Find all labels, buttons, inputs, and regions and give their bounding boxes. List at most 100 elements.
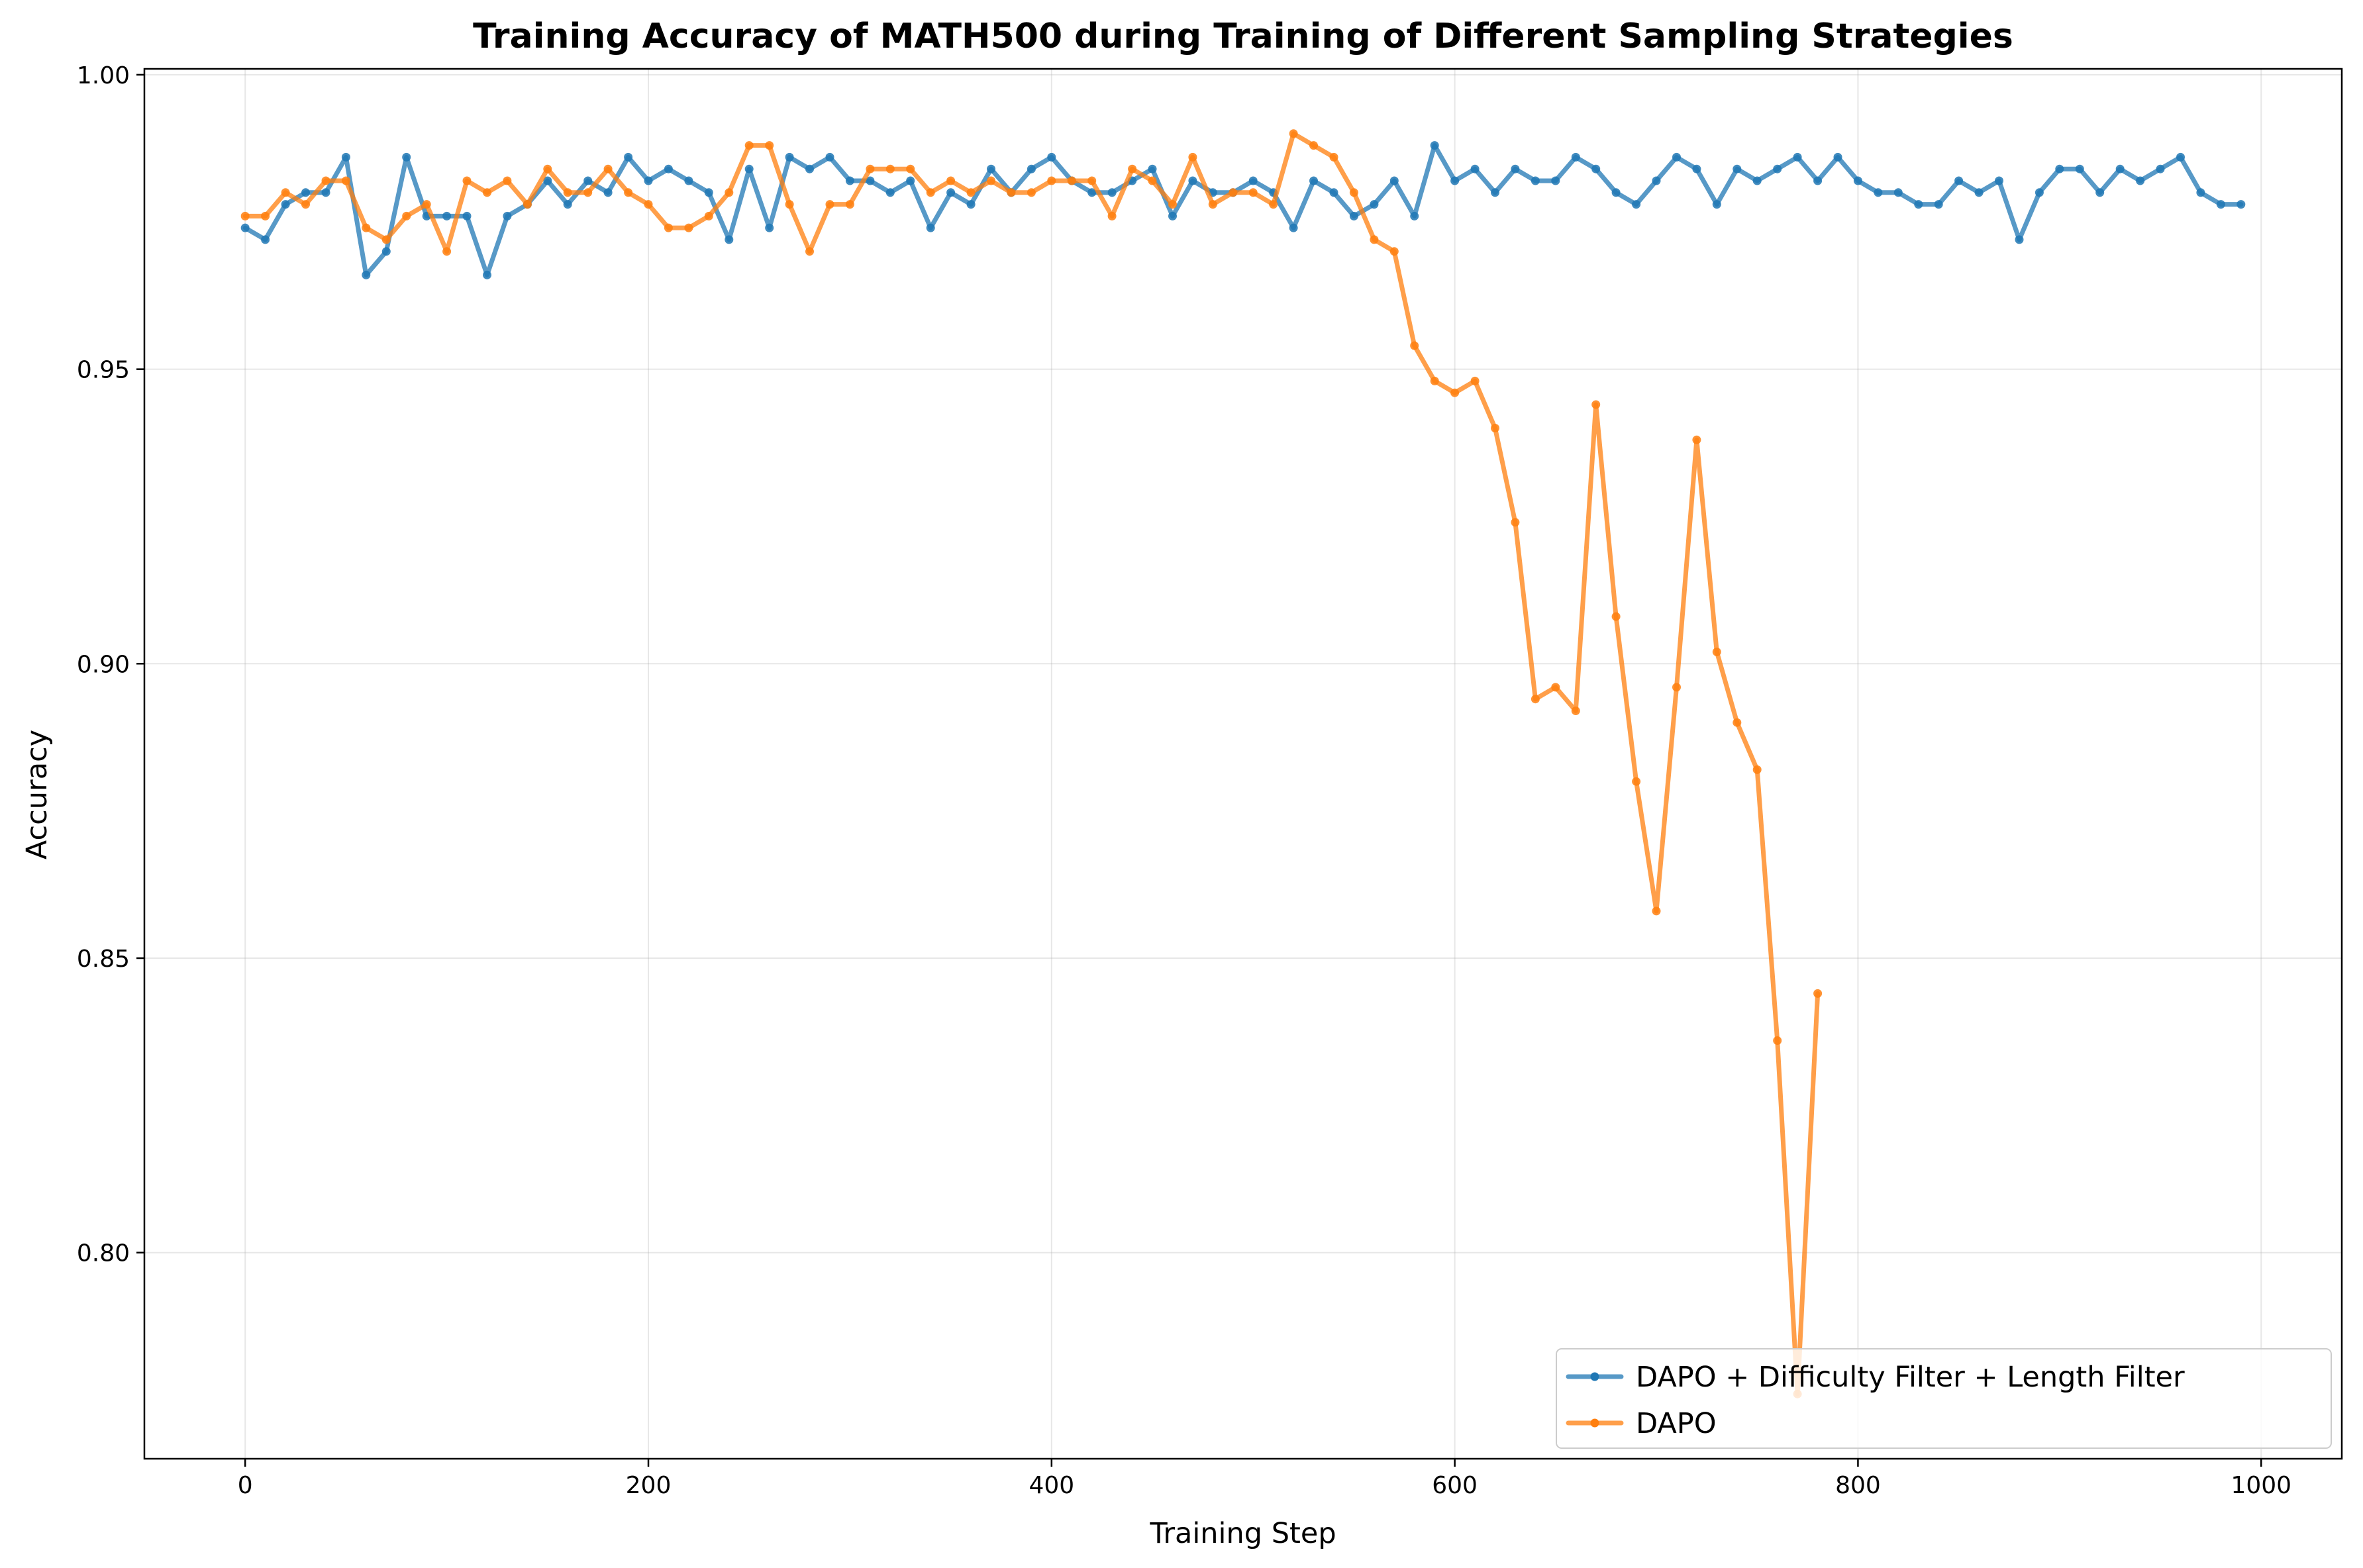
data-point bbox=[805, 247, 814, 256]
data-point bbox=[1148, 164, 1157, 173]
data-point bbox=[885, 164, 895, 173]
data-point bbox=[2095, 188, 2105, 197]
data-point bbox=[2055, 164, 2064, 173]
x-tick-label: 200 bbox=[626, 1472, 672, 1499]
data-point bbox=[1491, 188, 1499, 197]
y-tick-label: 0.80 bbox=[77, 1240, 130, 1267]
data-point bbox=[1087, 176, 1097, 185]
data-point bbox=[362, 270, 371, 279]
data-point bbox=[765, 141, 774, 150]
data-point bbox=[2035, 188, 2044, 197]
data-point bbox=[1370, 235, 1379, 244]
data-point bbox=[281, 188, 290, 197]
data-point bbox=[543, 176, 552, 185]
data-point bbox=[1571, 152, 1580, 162]
data-point bbox=[1309, 141, 1318, 150]
x-axis-label: Training Step bbox=[1149, 1517, 1336, 1550]
data-point bbox=[2115, 164, 2125, 173]
data-point bbox=[1389, 247, 1399, 256]
data-point bbox=[704, 211, 713, 220]
data-point bbox=[1692, 435, 1701, 444]
data-point bbox=[825, 200, 834, 209]
data-point bbox=[644, 176, 653, 185]
data-point bbox=[966, 200, 976, 209]
data-point bbox=[624, 188, 633, 197]
data-point bbox=[1893, 188, 1903, 197]
data-point bbox=[946, 188, 956, 197]
data-point bbox=[1511, 164, 1520, 173]
data-point bbox=[1007, 188, 1016, 197]
data-point bbox=[1027, 188, 1036, 197]
data-point bbox=[1047, 152, 1056, 162]
data-point bbox=[684, 223, 693, 232]
data-point bbox=[1389, 176, 1399, 185]
data-point bbox=[624, 152, 633, 162]
data-point bbox=[1591, 400, 1601, 409]
data-point bbox=[1410, 211, 1419, 220]
data-point bbox=[987, 164, 995, 173]
data-point bbox=[906, 176, 915, 185]
data-point bbox=[402, 152, 411, 162]
data-point bbox=[1652, 906, 1661, 916]
data-point bbox=[1874, 188, 1883, 197]
data-point bbox=[1027, 164, 1036, 173]
legend-item: DAPO + Difficulty Filter + Length Filter bbox=[1566, 1361, 2185, 1394]
legend-label: DAPO bbox=[1636, 1407, 1717, 1440]
data-point bbox=[321, 176, 330, 185]
data-point bbox=[603, 164, 613, 173]
data-point bbox=[1632, 200, 1641, 209]
series-layer bbox=[240, 129, 2246, 1398]
data-point bbox=[785, 200, 794, 209]
data-point bbox=[1309, 176, 1318, 185]
data-point bbox=[1067, 176, 1076, 185]
data-point bbox=[866, 176, 875, 185]
data-point bbox=[926, 188, 935, 197]
data-point bbox=[1793, 152, 1802, 162]
data-point bbox=[1289, 129, 1298, 138]
data-point bbox=[1107, 188, 1117, 197]
data-point bbox=[664, 223, 673, 232]
data-point bbox=[1752, 765, 1762, 774]
y-tick-label: 0.85 bbox=[77, 946, 130, 973]
data-point bbox=[684, 176, 693, 185]
data-point bbox=[845, 176, 854, 185]
legend-swatch-marker bbox=[1590, 1372, 1599, 1381]
y-tick-label: 1.00 bbox=[77, 62, 130, 89]
x-tick-label: 0 bbox=[238, 1472, 253, 1499]
data-point bbox=[563, 200, 572, 209]
data-point bbox=[1934, 200, 1943, 209]
data-point bbox=[1813, 176, 1823, 185]
data-point bbox=[2075, 164, 2084, 173]
data-point bbox=[805, 164, 814, 173]
data-point bbox=[825, 152, 834, 162]
data-point bbox=[583, 176, 593, 185]
data-point bbox=[987, 176, 995, 185]
data-point bbox=[1571, 707, 1580, 715]
data-point bbox=[1229, 188, 1238, 197]
data-point bbox=[261, 235, 270, 244]
data-point bbox=[341, 176, 350, 185]
data-point bbox=[1591, 164, 1601, 173]
data-point bbox=[1752, 176, 1762, 185]
data-point bbox=[1611, 612, 1621, 621]
data-point bbox=[1551, 683, 1560, 692]
plot-frame bbox=[143, 68, 2343, 1460]
data-point bbox=[1733, 164, 1742, 173]
data-point bbox=[1047, 176, 1056, 185]
data-point bbox=[2015, 235, 2024, 244]
data-point bbox=[1269, 200, 1278, 209]
series-1 bbox=[240, 129, 1823, 1398]
data-point bbox=[1349, 188, 1358, 197]
data-point bbox=[563, 188, 572, 197]
data-point bbox=[1289, 223, 1298, 232]
data-point bbox=[1107, 211, 1117, 220]
data-point bbox=[1087, 188, 1097, 197]
data-point bbox=[744, 164, 754, 173]
legend-item: DAPO bbox=[1566, 1407, 1717, 1440]
data-point bbox=[1672, 152, 1681, 162]
data-point bbox=[1208, 200, 1217, 209]
data-point bbox=[1511, 518, 1520, 527]
data-point bbox=[744, 141, 754, 150]
data-point bbox=[1833, 152, 1842, 162]
